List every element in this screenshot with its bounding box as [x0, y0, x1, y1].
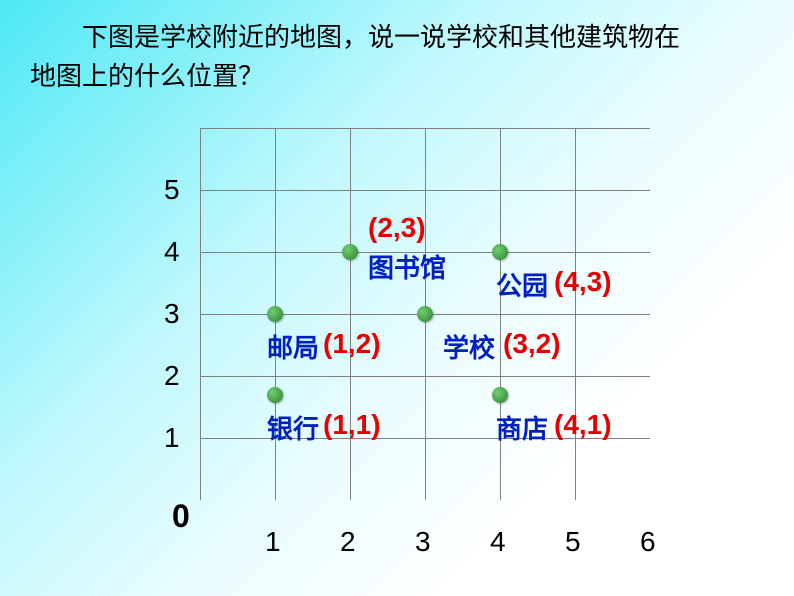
- point-name-label: 公园: [496, 266, 548, 303]
- point-name-label: 银行: [267, 409, 319, 446]
- y-tick-label: 5: [164, 174, 180, 206]
- question-line-1: 下图是学校附近的地图，说一说学校和其他建筑物在: [30, 22, 680, 52]
- map-point: [492, 244, 508, 260]
- question-line-2: 地图上的什么位置？: [30, 61, 264, 91]
- map-point: [267, 387, 283, 403]
- point-coord-label: (1,1): [323, 409, 381, 441]
- map-point: [417, 306, 433, 322]
- x-tick-label: 5: [565, 526, 581, 558]
- y-tick-label: 4: [164, 236, 180, 268]
- point-name-label: 图书馆: [368, 248, 446, 285]
- map-point: [342, 244, 358, 260]
- x-tick-label: 2: [340, 526, 356, 558]
- point-coord-label: (4,1): [554, 409, 612, 441]
- origin-label: 0: [172, 498, 190, 535]
- point-coord-label: (1,2): [323, 328, 381, 360]
- y-tick-label: 2: [164, 360, 180, 392]
- point-name-label: 邮局: [267, 328, 319, 365]
- map-point: [267, 306, 283, 322]
- question-text: 下图是学校附近的地图，说一说学校和其他建筑物在 地图上的什么位置？: [30, 18, 750, 96]
- point-coord-label: (2,3): [368, 212, 426, 244]
- point-coord-label: (4,3): [554, 266, 612, 298]
- x-tick-label: 4: [490, 526, 506, 558]
- x-tick-label: 6: [640, 526, 656, 558]
- x-tick-label: 3: [415, 526, 431, 558]
- coordinate-grid: 012345612345邮局(1,2)银行(1,1)图书馆(2,3)学校(3,2…: [200, 128, 650, 500]
- x-tick-label: 1: [265, 526, 281, 558]
- point-coord-label: (3,2): [503, 328, 561, 360]
- point-name-label: 学校: [443, 328, 495, 365]
- point-name-label: 商店: [496, 409, 548, 446]
- y-tick-label: 1: [164, 422, 180, 454]
- map-point: [492, 387, 508, 403]
- y-tick-label: 3: [164, 298, 180, 330]
